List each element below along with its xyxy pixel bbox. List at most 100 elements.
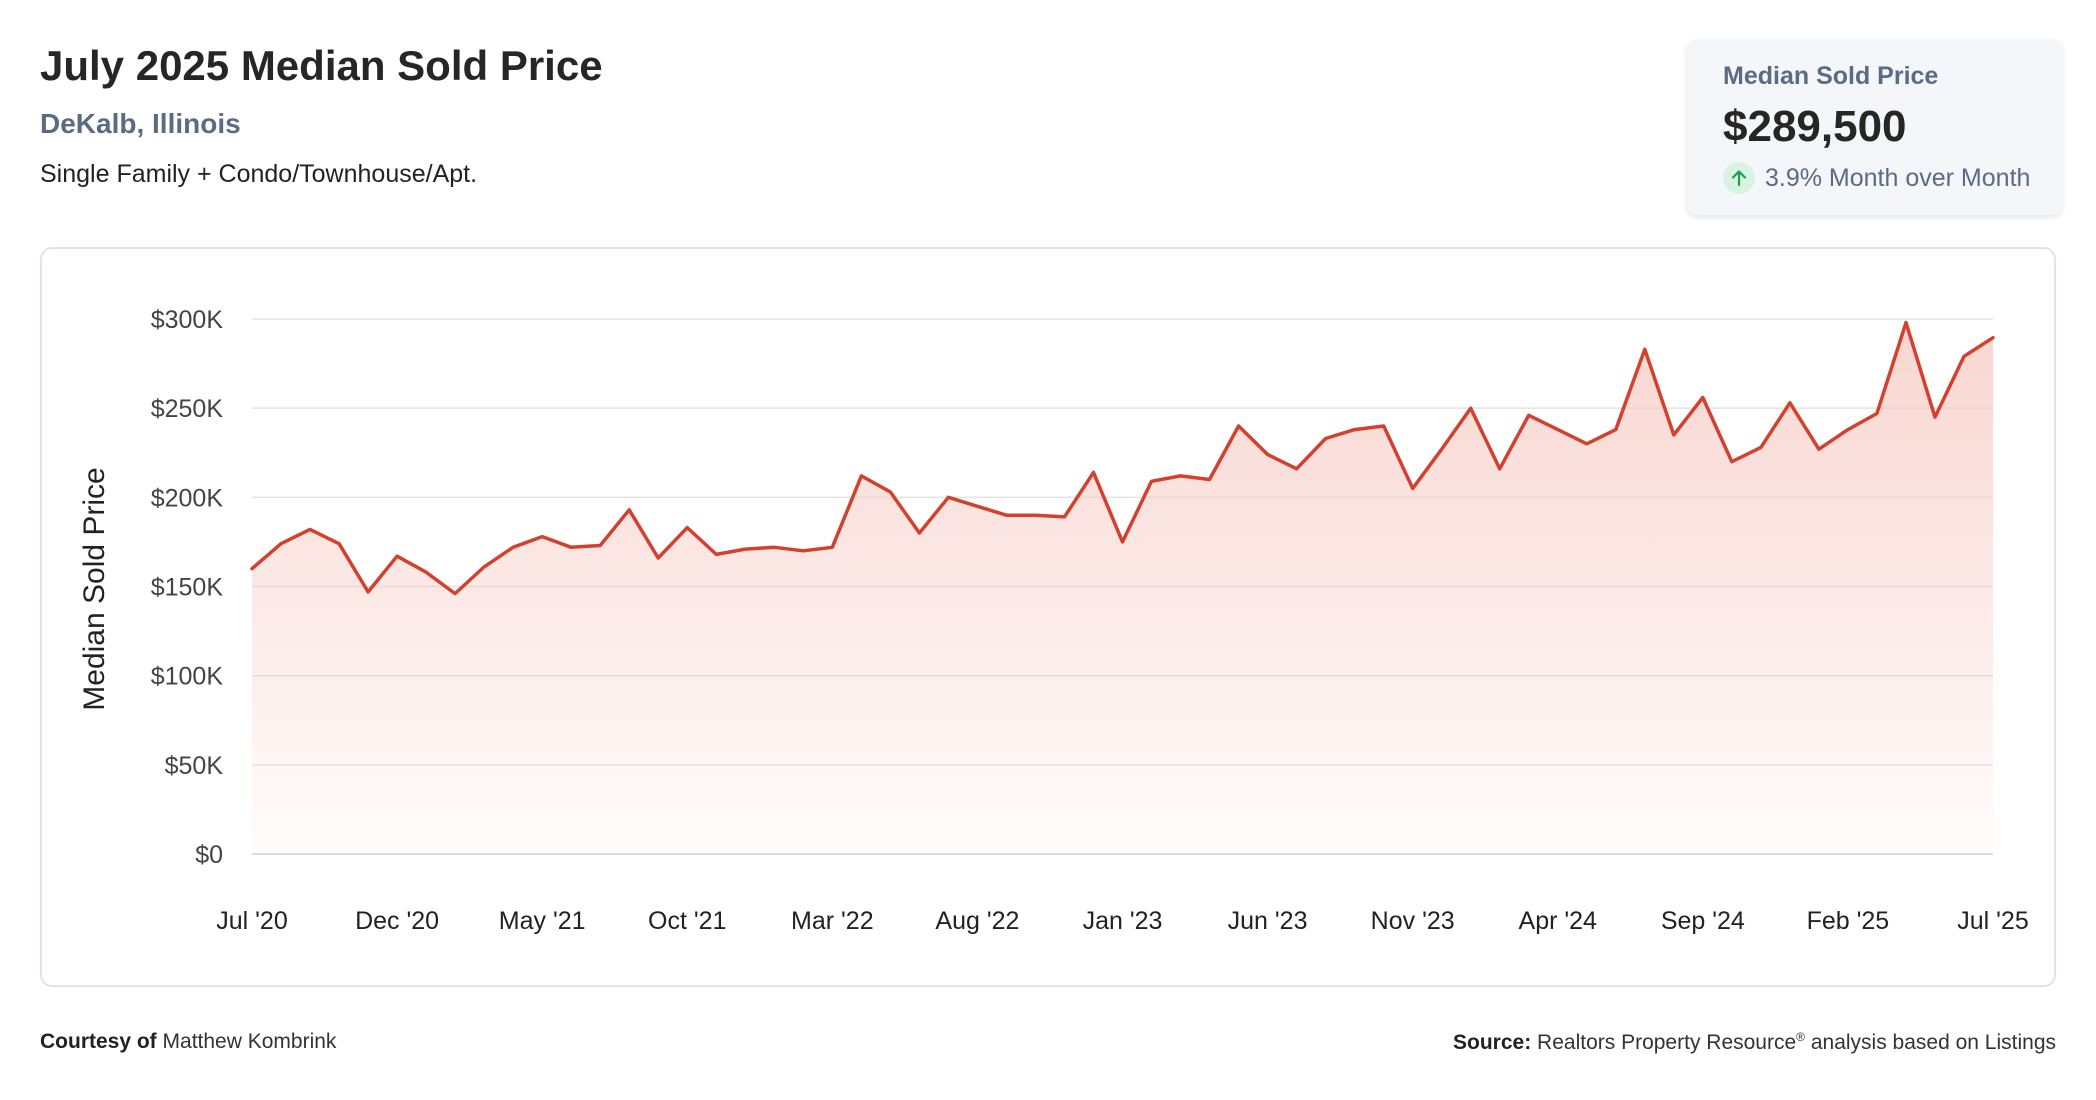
arrow-up-icon [1723,162,1755,194]
x-tick-label: Jul '25 [1957,907,2028,935]
x-tick-label: Feb '25 [1807,907,1890,935]
y-tick-label: $50K [165,752,224,780]
source-label: Source: [1453,1031,1532,1054]
data-point[interactable] [533,528,551,546]
data-point[interactable] [1230,417,1248,435]
y-axis-label: Median Sold Price [78,467,111,710]
data-point[interactable] [1897,314,1915,332]
median-price-card: Median Sold Price $289,500 3.9% Month ov… [1687,40,2062,215]
data-point[interactable] [736,540,754,558]
x-tick-label: Jul '20 [216,907,287,935]
data-point[interactable] [707,545,725,563]
x-tick-label: Sep '24 [1661,907,1745,935]
data-point[interactable] [1114,533,1132,551]
data-point[interactable] [330,535,348,553]
data-point[interactable] [591,536,609,554]
data-point[interactable] [1143,472,1161,490]
data-point[interactable] [562,538,580,556]
data-point[interactable] [1781,394,1799,412]
page-title: July 2025 Median Sold Price [40,42,603,89]
stat-change: 3.9% Month over Month [1723,162,2030,194]
source-text-2: analysis based on Listings [1810,1031,2056,1054]
y-tick-label: $150K [151,574,224,602]
data-point[interactable] [1810,440,1828,458]
data-point[interactable] [446,585,464,603]
data-point[interactable] [272,535,290,553]
data-point[interactable] [1520,406,1538,424]
data-point[interactable] [1462,399,1480,417]
data-point[interactable] [1926,408,1944,426]
x-tick-label: Apr '24 [1519,907,1598,935]
data-point[interactable] [1984,329,2002,347]
price-line [250,320,1995,596]
x-tick-label: Dec '20 [355,907,439,935]
data-point[interactable] [823,538,841,556]
data-point[interactable] [1665,426,1683,444]
x-tick-label: Aug '22 [935,907,1019,935]
data-point[interactable] [1317,429,1335,447]
data-point[interactable] [1723,453,1741,471]
property-type: Single Family + Condo/Townhouse/Apt. [40,160,478,188]
data-point[interactable] [388,547,406,565]
stat-label: Median Sold Price [1723,62,1939,90]
data-point[interactable] [1839,421,1857,439]
data-point[interactable] [997,506,1015,524]
registered-mark: ® [1796,1030,1805,1044]
data-point[interactable] [939,488,957,506]
data-point[interactable] [359,583,377,601]
data-point[interactable] [1201,471,1219,489]
data-point[interactable] [1868,405,1886,423]
median-price-chart: $0 $50K $100K $150K $200K $250K $300K Jul '20 D… [78,306,2029,935]
data-point[interactable] [1026,506,1044,524]
x-tick-label: Oct '21 [648,907,726,935]
data-point[interactable] [1084,463,1102,481]
y-tick-label: $0 [195,841,223,869]
data-point[interactable] [1491,460,1509,478]
data-point[interactable] [1172,467,1190,485]
data-point[interactable] [1404,479,1422,497]
courtesy-name: Matthew Kombrink [162,1030,337,1053]
footer-source: Source: Realtors Property Resource® anal… [1453,1030,2056,1055]
price-area [252,322,1993,855]
data-point[interactable] [1752,438,1770,456]
data-point[interactable] [1375,417,1393,435]
x-tick-label: Jun '23 [1228,907,1308,935]
x-tick-label: Mar '22 [791,907,874,935]
data-point[interactable] [881,483,899,501]
data-point[interactable] [1636,340,1654,358]
data-point[interactable] [1055,508,1073,526]
data-point[interactable] [852,467,870,485]
data-point[interactable] [1433,440,1451,458]
data-point[interactable] [475,558,493,576]
data-point[interactable] [620,501,638,519]
data-point[interactable] [301,520,319,538]
location-link[interactable]: DeKalb, Illinois [40,108,241,139]
data-point[interactable] [1955,347,1973,365]
data-point[interactable] [968,497,986,515]
data-point[interactable] [1607,421,1625,439]
data-point[interactable] [794,542,812,560]
stat-value: $289,500 [1723,102,1907,151]
data-point[interactable] [649,549,667,567]
courtesy-label: Courtesy of [40,1030,157,1053]
data-point[interactable] [910,524,928,542]
chart-container: $0 $50K $100K $150K $200K $250K $300K Jul '20 D… [40,247,2056,987]
footer-courtesy: Courtesy of Matthew Kombrink [40,1030,336,1054]
data-point[interactable] [1549,421,1567,439]
x-tick-label: Jan '23 [1083,907,1163,935]
y-tick-label: $300K [151,306,224,334]
data-point[interactable] [678,519,696,537]
source-text: Realtors Property Resource [1537,1031,1797,1054]
stat-change-text: 3.9% Month over Month [1765,163,2031,192]
y-tick-label: $200K [151,484,224,512]
data-point[interactable] [765,538,783,556]
data-point[interactable] [1346,421,1364,439]
data-point[interactable] [1578,435,1596,453]
data-point[interactable] [243,560,261,578]
data-point[interactable] [1259,446,1277,464]
data-point[interactable] [1694,388,1712,406]
data-point[interactable] [504,538,522,556]
data-point[interactable] [417,563,435,581]
data-point[interactable] [1288,460,1306,478]
x-tick-label: May '21 [499,907,586,935]
